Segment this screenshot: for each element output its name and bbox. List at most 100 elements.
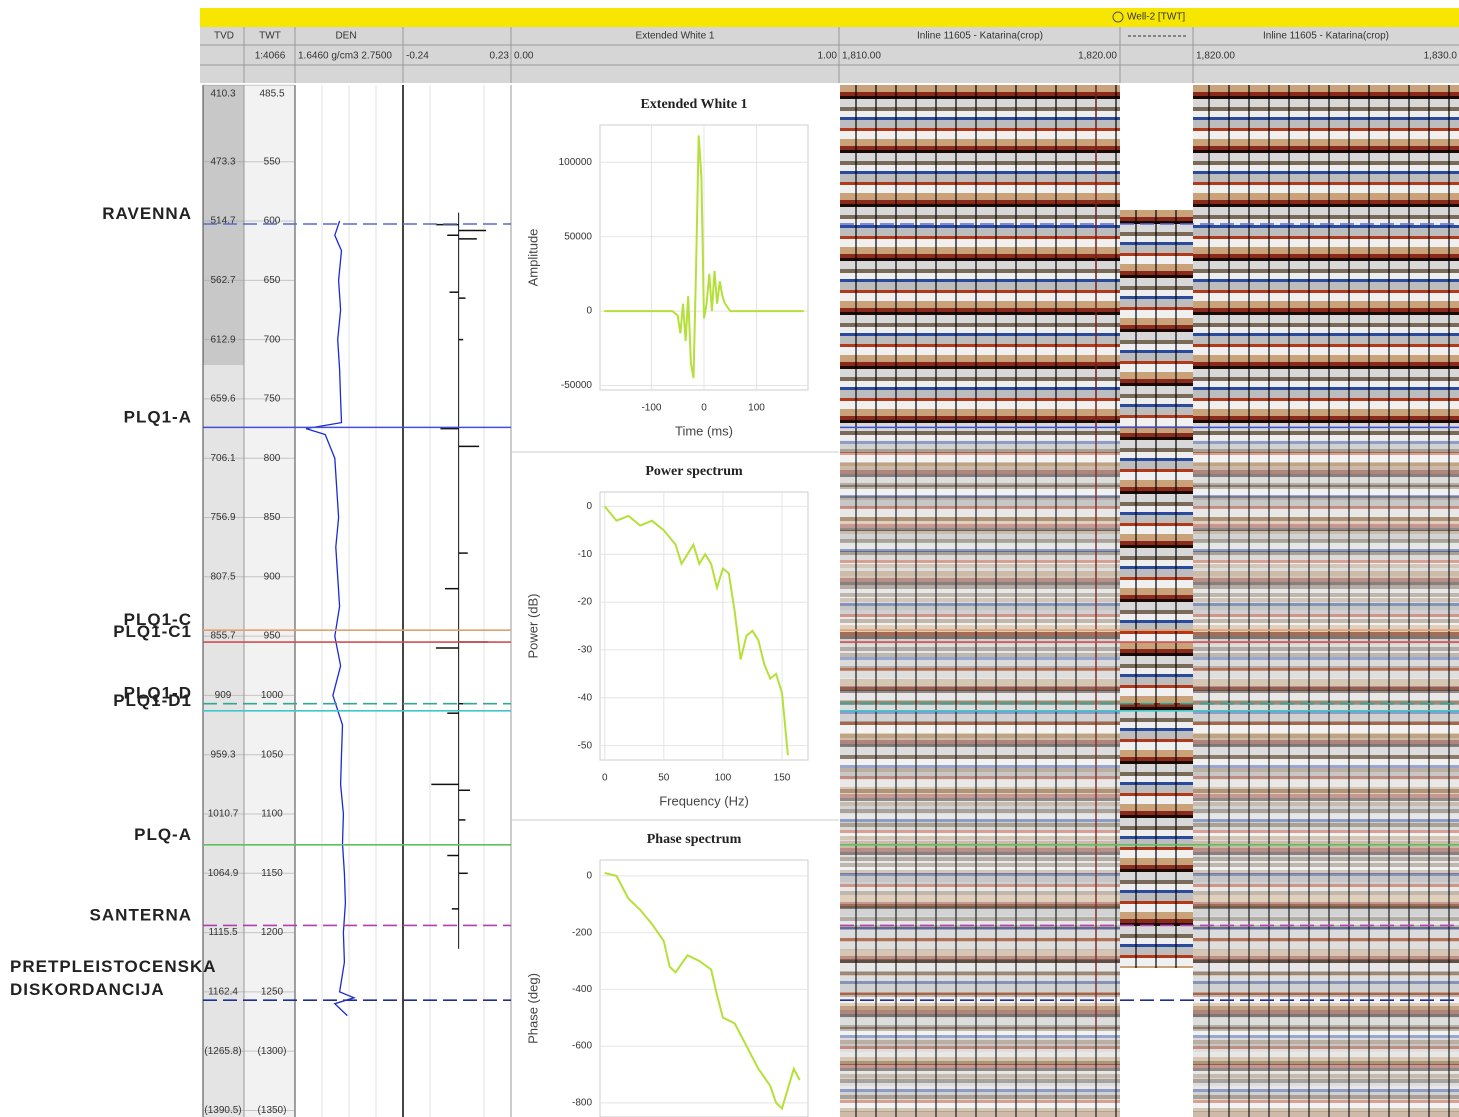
twt-header: TWT: [259, 31, 281, 42]
y-tick-label: -30: [578, 645, 593, 656]
range-max: 1,820.00: [1078, 51, 1117, 62]
horizon-label: PLQ1-C: [124, 610, 192, 629]
twt-label: 1000: [261, 690, 284, 701]
x-tick-label: 0: [602, 773, 608, 784]
tvd-label: 706.1: [210, 453, 235, 464]
y-tick-label: -50: [578, 740, 593, 751]
tvd-label: 562.7: [210, 275, 235, 286]
tvd-label: 473.3: [210, 156, 235, 167]
horizon-label: PLQ1-A: [124, 407, 192, 426]
x-tick-label: 150: [774, 773, 791, 784]
chart-title: Extended White 1: [640, 97, 747, 112]
tvd-bg-upper: [203, 85, 244, 365]
y-tick-label: -10: [578, 549, 593, 560]
inline-header: Inline 11605 - Katarina(crop): [1263, 31, 1389, 42]
series-line: [603, 505, 789, 756]
range-min: 1,810.00: [842, 51, 881, 62]
y-tick-label: 0: [586, 871, 592, 882]
den-range: 1.6460 g/cm3 2.7500: [298, 51, 392, 62]
x-tick-label: 100: [748, 403, 765, 414]
twt-label: 550: [264, 156, 281, 167]
tvd-label: 855.7: [210, 631, 235, 642]
twt-label: 600: [264, 216, 281, 227]
y-tick-label: 100000: [559, 157, 593, 168]
y-tick-label: -50000: [561, 380, 593, 391]
range-max: 0.23: [490, 51, 510, 62]
x-tick-label: 50: [658, 773, 670, 784]
range-min: -0.24: [406, 51, 429, 62]
twt-label: 800: [264, 453, 281, 464]
chart-title: Phase spectrum: [647, 832, 742, 847]
x-tick-label: 100: [715, 773, 732, 784]
well-icon: [1112, 11, 1124, 23]
series-line: [604, 872, 801, 1111]
horizon-label: PRETPLEISTOCENSKA: [10, 957, 217, 976]
tvd-label: (1390.5): [204, 1105, 241, 1116]
tvd-label: 1162.4: [208, 987, 238, 998]
den-header: DEN: [335, 31, 356, 42]
tvd-label: 909: [215, 690, 232, 701]
tvd-label: 756.9: [210, 512, 235, 523]
horizon-label: SANTERNA: [90, 905, 192, 924]
den-curve: [305, 220, 356, 1017]
y-tick-label: -800: [572, 1097, 592, 1108]
tvd-label: 1010.7: [208, 809, 239, 820]
twt-label: 1150: [261, 868, 283, 879]
y-tick-label: -40: [578, 692, 593, 703]
plot-area: [599, 491, 809, 761]
y-tick-label: -600: [572, 1041, 592, 1052]
tvd-label: (1265.8): [204, 1046, 241, 1057]
header-dividers: [200, 27, 1459, 83]
well-title: Well-2 [TWT]: [1127, 12, 1185, 23]
tvd-label: 807.5: [210, 571, 235, 582]
y-tick-label: -20: [578, 597, 593, 608]
horizon-label: DISKORDANCIJA: [10, 980, 165, 999]
y-tick-label: -200: [572, 927, 592, 938]
tvd-label: 959.3: [210, 749, 235, 760]
twt-label: 900: [264, 571, 281, 582]
x-tick-label: 0: [701, 403, 707, 414]
twt-label: 750: [264, 394, 281, 405]
twt-ruler: [244, 85, 295, 1117]
twt-label: 650: [264, 275, 281, 286]
twt-label: 1050: [261, 749, 284, 760]
inline-header: Inline 11605 - Katarina(crop): [917, 31, 1043, 42]
range-max: 1,830.0: [1424, 51, 1458, 62]
x-axis-label: Frequency (Hz): [659, 793, 749, 808]
seismic-1-lower: [840, 440, 1120, 1117]
twt-label: 850: [264, 512, 281, 523]
tvd-label: 659.6: [210, 394, 235, 405]
y-tick-label: 0: [586, 306, 592, 317]
log-grid: [321, 85, 485, 1117]
twt-label: 950: [264, 631, 281, 642]
tvd-header: TVD: [214, 31, 234, 42]
track-borders: [202, 85, 1097, 1117]
y-tick-label: 0: [586, 501, 592, 512]
y-axis-label: Amplitude: [525, 229, 540, 287]
scale-label: 1:4066: [255, 51, 286, 62]
range-max: 1.00: [818, 51, 838, 62]
twt-label: (1300): [258, 1046, 287, 1057]
horizon-label: PLQ-A: [134, 825, 192, 844]
horizon-label: PLQ1-D1: [113, 691, 192, 710]
title-bar: [200, 8, 1459, 27]
y-axis-label: Power (dB): [525, 593, 540, 658]
chart-title: Power spectrum: [645, 464, 743, 479]
series-line: [604, 135, 804, 379]
horizon-label: PLQ1-D: [124, 684, 192, 703]
tvd-label: 1115.5: [208, 927, 238, 938]
seismic-2-lower: [1193, 440, 1459, 1117]
tvd-label: 410.3: [210, 89, 235, 100]
twt-label: 1200: [261, 927, 284, 938]
twt-label: 1250: [261, 987, 284, 998]
plot-area: [599, 859, 809, 1117]
y-axis-label: Phase (deg): [525, 973, 540, 1044]
twt-label: (1350): [258, 1105, 287, 1116]
x-axis-label: Time (ms): [675, 423, 733, 438]
y-tick-label: -400: [572, 984, 592, 995]
y-tick-label: 50000: [564, 231, 592, 242]
tvd-label: 612.9: [210, 334, 235, 345]
horizon-label: PLQ1-C1: [113, 622, 192, 641]
